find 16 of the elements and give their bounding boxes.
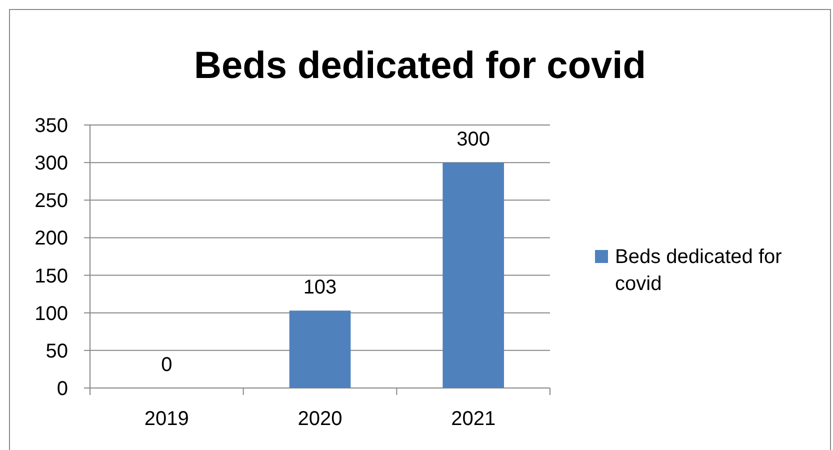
data-label: 300 xyxy=(456,128,490,151)
y-tick-label: 250 xyxy=(34,190,68,212)
y-tick-label: 300 xyxy=(34,152,68,175)
y-tick-label: 350 xyxy=(34,115,68,137)
y-tick-label: 0 xyxy=(56,378,68,400)
data-label: 103 xyxy=(303,276,337,299)
legend-label: Beds dedicated for covid xyxy=(615,246,782,295)
y-tick-label: 150 xyxy=(34,265,68,288)
x-tick-label: 2021 xyxy=(451,408,496,430)
data-label: 0 xyxy=(161,354,172,376)
chart-title: Beds dedicated for covid xyxy=(194,45,646,87)
y-tick-label: 200 xyxy=(34,228,68,250)
y-tick-label: 50 xyxy=(46,340,68,362)
x-tick-label: 2020 xyxy=(298,408,342,430)
x-tick-label: 2019 xyxy=(144,408,189,430)
y-tick-label: 100 xyxy=(34,302,68,325)
